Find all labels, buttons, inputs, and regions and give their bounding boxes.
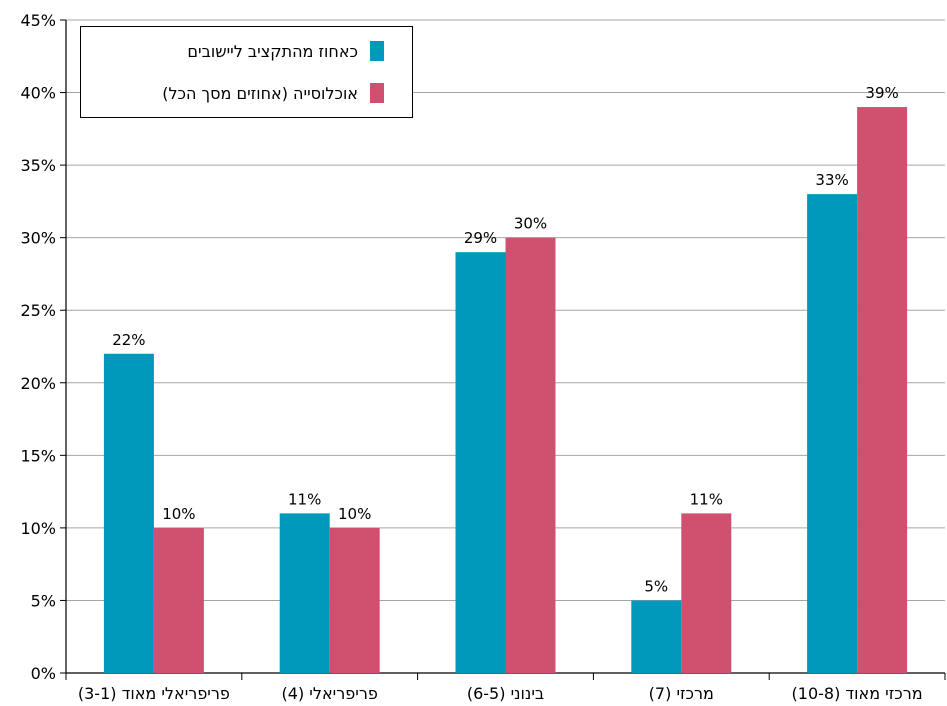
bar-population bbox=[329, 527, 380, 673]
y-tick-label: 35% bbox=[20, 156, 56, 175]
y-tick-label: 10% bbox=[20, 519, 56, 538]
y-tick-label: 5% bbox=[31, 591, 56, 610]
bar-budget bbox=[631, 600, 682, 673]
legend-item-population: אוכלוסייה (אחוזים מסך הכל) bbox=[162, 83, 384, 103]
data-label: 11% bbox=[288, 490, 321, 508]
data-label: 5% bbox=[644, 577, 668, 595]
data-label: 22% bbox=[112, 331, 145, 349]
bars bbox=[103, 107, 908, 674]
data-label: 39% bbox=[865, 84, 898, 102]
bar-population bbox=[505, 237, 556, 673]
legend-swatch-population bbox=[370, 83, 384, 103]
x-category-label: בינוני (6-5) bbox=[467, 684, 544, 703]
data-label: 29% bbox=[464, 229, 497, 247]
y-tick-label: 40% bbox=[20, 84, 56, 103]
legend-label-budget: כאחוז מהתקציב ליישובים bbox=[187, 41, 358, 61]
legend-label-population: אוכלוסייה (אחוזים מסך הכל) bbox=[162, 83, 358, 103]
x-category-label: פריפריאלי (4) bbox=[282, 684, 378, 703]
y-tick-label: 25% bbox=[20, 301, 56, 320]
data-label: 10% bbox=[162, 505, 195, 523]
x-category-label: מרכזי (7) bbox=[649, 684, 714, 703]
bar-population bbox=[857, 107, 908, 674]
y-tick-label: 20% bbox=[20, 374, 56, 393]
bar-population bbox=[681, 513, 732, 673]
x-category-label: פריפריאלי מאוד (3-1) bbox=[78, 684, 230, 703]
data-label: 10% bbox=[338, 505, 371, 523]
legend: כאחוז מהתקציב ליישובים אוכלוסייה (אחוזים… bbox=[80, 26, 413, 118]
legend-swatch-budget bbox=[370, 41, 384, 61]
bar-budget bbox=[279, 513, 330, 673]
labels: 0% 5% 10% 15% 20% 25% 30% 35% 40% 45% 22% 10% פריפרי… bbox=[20, 11, 922, 703]
bar-budget bbox=[103, 353, 154, 673]
y-tick-label: 15% bbox=[20, 446, 56, 465]
y-tick-label: 30% bbox=[20, 229, 56, 248]
y-tick-label: 45% bbox=[20, 11, 56, 30]
y-tick-label: 0% bbox=[31, 664, 56, 683]
data-label: 30% bbox=[514, 215, 547, 233]
bar-population bbox=[153, 527, 204, 673]
x-category-label: מרכזי מאוד (10-8) bbox=[792, 684, 923, 703]
bar-budget bbox=[807, 194, 858, 673]
data-label: 11% bbox=[690, 490, 723, 508]
legend-item-budget: כאחוז מהתקציב ליישובים bbox=[187, 41, 384, 61]
data-label: 33% bbox=[815, 171, 848, 189]
bar-budget bbox=[455, 252, 506, 673]
